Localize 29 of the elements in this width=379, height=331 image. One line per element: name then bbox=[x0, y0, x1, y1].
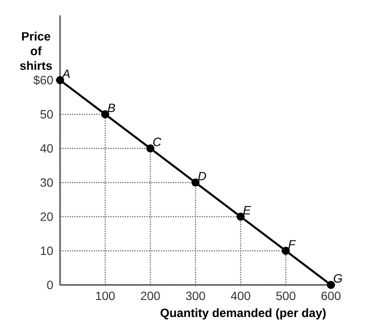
point bbox=[191, 178, 200, 187]
y-tick-label: 20 bbox=[40, 212, 53, 221]
y-tick-label: 0 bbox=[47, 280, 53, 290]
y-tick-label: 40 bbox=[40, 144, 53, 153]
x-tick-label: 600 bbox=[322, 292, 341, 300]
y-tick-label: $60 bbox=[33, 75, 53, 86]
annotation: E bbox=[243, 206, 252, 214]
annotation: B bbox=[108, 104, 116, 112]
point bbox=[282, 246, 290, 255]
x-tick-label: 200 bbox=[140, 292, 160, 300]
point bbox=[326, 280, 336, 289]
y-tick-label: 30 bbox=[40, 178, 53, 187]
x-tick-label: 100 bbox=[96, 292, 115, 300]
x-tick-label: 500 bbox=[276, 292, 296, 300]
annotation: D bbox=[198, 172, 206, 180]
y-tick-label: 50 bbox=[40, 110, 53, 119]
point bbox=[101, 110, 110, 118]
point bbox=[146, 144, 154, 153]
annotation: C bbox=[153, 138, 162, 146]
y-axis-title: Price of shirts bbox=[20, 32, 52, 70]
x-tick-label: 300 bbox=[186, 292, 206, 300]
point bbox=[236, 212, 245, 221]
y-tick-label: 10 bbox=[40, 246, 53, 256]
x-tick-label: 400 bbox=[230, 292, 250, 300]
point bbox=[56, 76, 64, 84]
annotation: A bbox=[62, 70, 70, 78]
annotation: G bbox=[334, 274, 342, 283]
annotation: F bbox=[288, 240, 296, 249]
x-axis-title: Quantity demanded (per day) bbox=[160, 308, 326, 320]
